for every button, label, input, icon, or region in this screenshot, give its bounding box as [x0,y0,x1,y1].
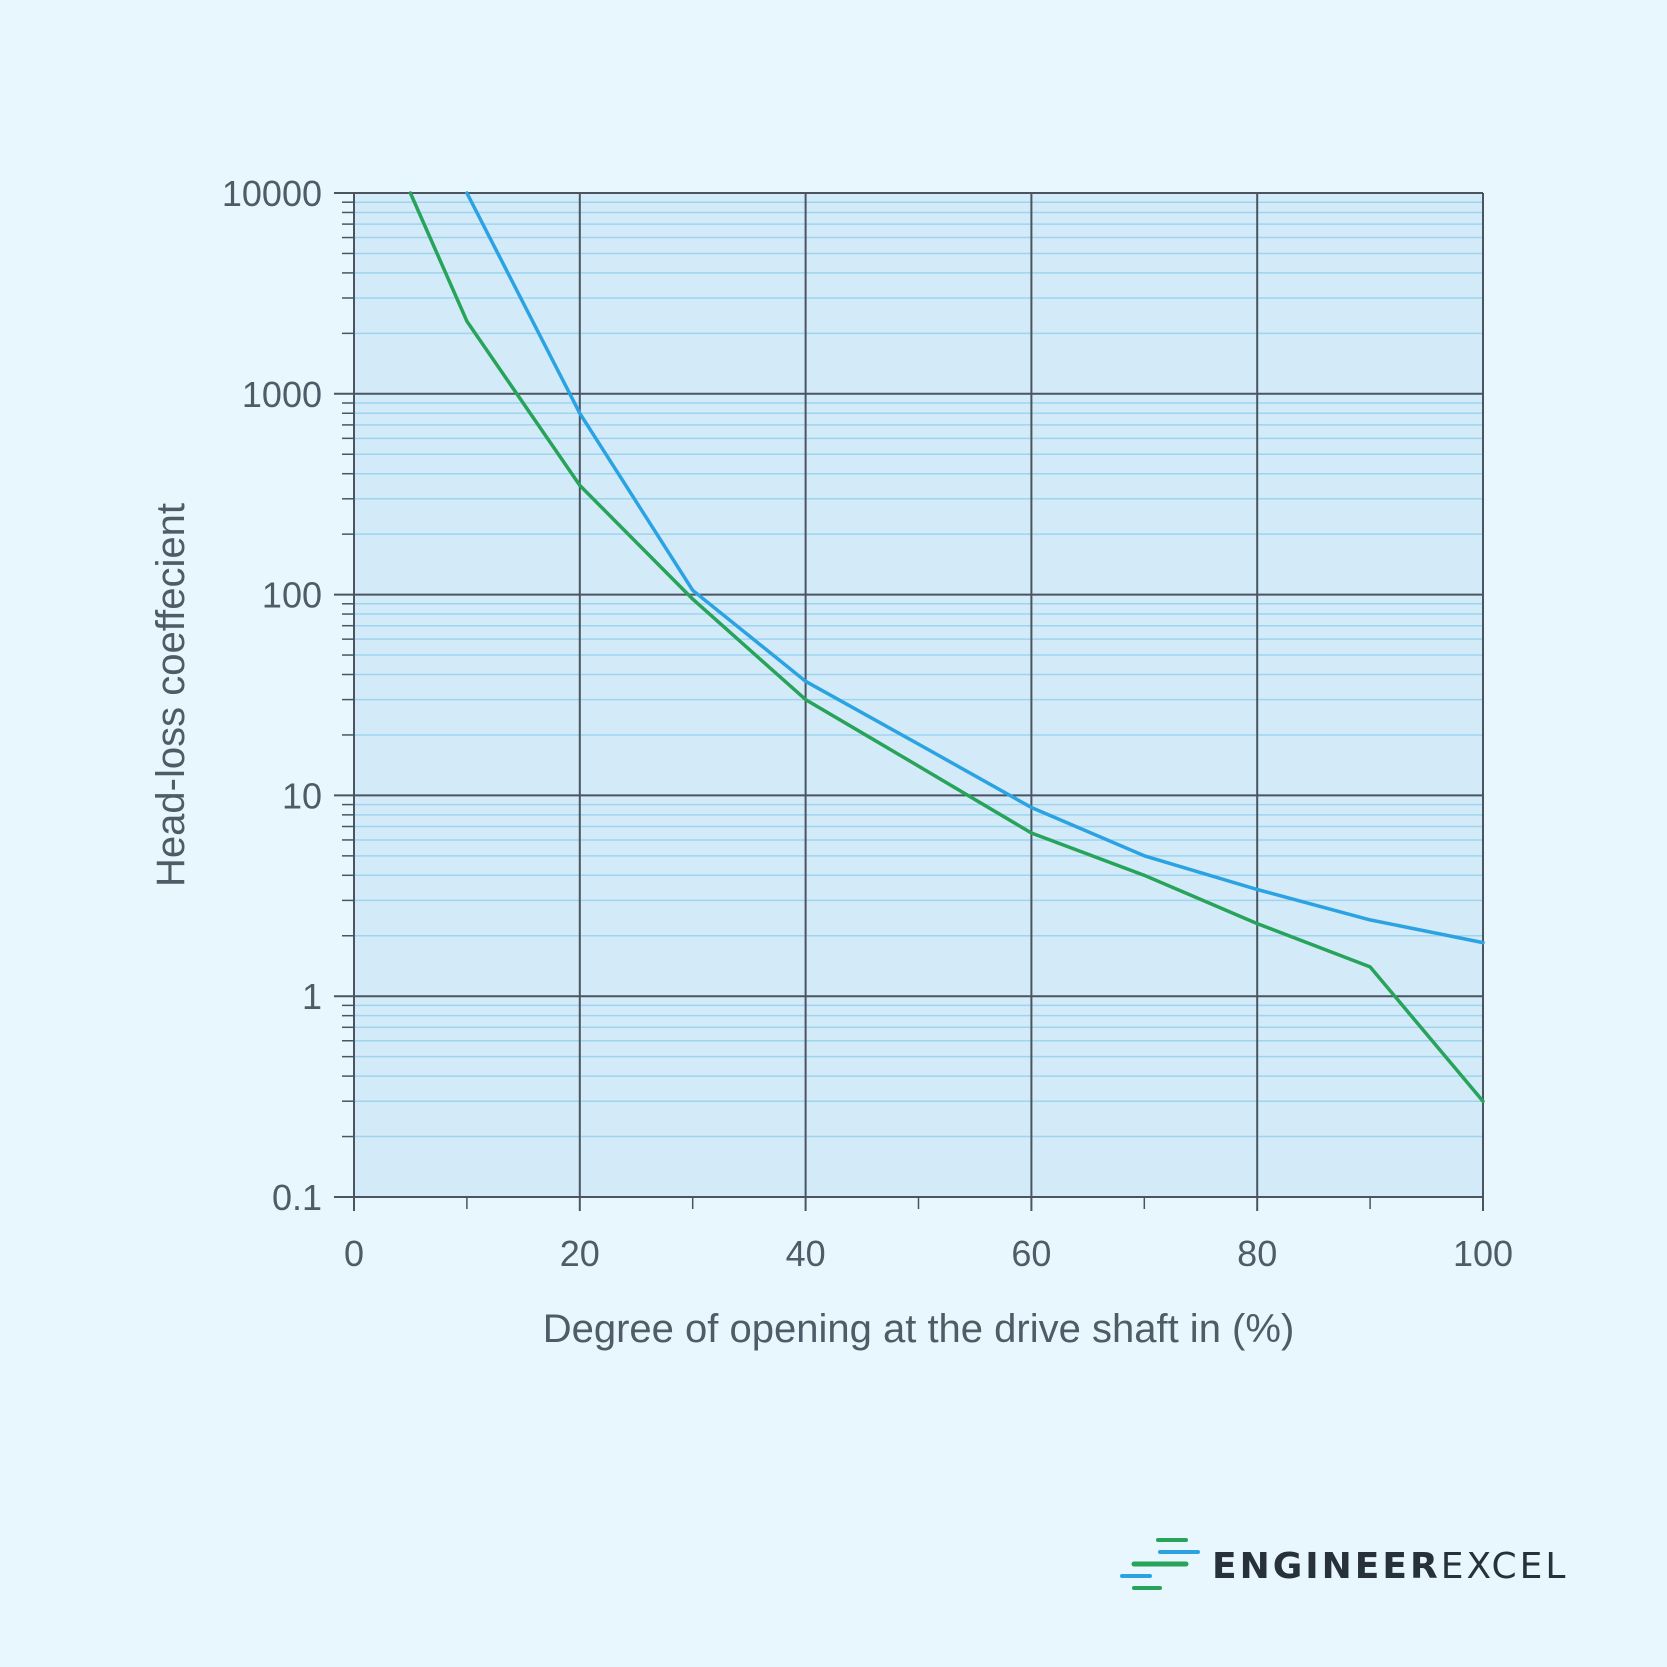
y-tick-label: 1 [302,976,322,1017]
y-tick-label: 10000 [222,173,322,214]
plot-area [354,193,1483,1197]
x-axis-ticks [353,1197,1484,1211]
x-tick-labels: 0 20 40 60 80 100 [344,1233,1513,1274]
y-axis-ticks [334,192,354,1198]
svg-text:ENGINEEREXCEL: ENGINEEREXCEL [1212,1546,1568,1587]
y-tick-label: 10 [282,775,322,816]
x-tick-label: 80 [1237,1233,1277,1274]
x-tick-label: 100 [1453,1233,1513,1274]
y-tick-label: 1000 [242,374,322,415]
logo-text-excel: EXCEL [1441,1546,1569,1587]
minor-grid [354,201,1483,1138]
x-tick-label: 20 [560,1233,600,1274]
x-axis-title: Degree of opening at the drive shaft in … [543,1307,1295,1351]
series-line-1 [465,191,1485,945]
speed-lines-icon [1120,1538,1200,1590]
y-tick-label: 0.1 [272,1177,322,1218]
major-grid [353,192,1484,1198]
series-line-2 [408,191,1485,1103]
logo: ENGINEEREXCEL [1120,1538,1568,1590]
y-axis-title: Head-loss coeffecient [149,503,193,887]
y-tick-label: 100 [262,575,322,616]
x-tick-label: 0 [344,1233,364,1274]
logo-text-engineer: ENGINEER [1212,1546,1441,1587]
x-tick-label: 40 [786,1233,826,1274]
series-lines [408,191,1485,1103]
x-tick-label: 60 [1011,1233,1051,1274]
y-tick-labels: 0.1 1 10 100 1000 10000 [222,173,322,1218]
